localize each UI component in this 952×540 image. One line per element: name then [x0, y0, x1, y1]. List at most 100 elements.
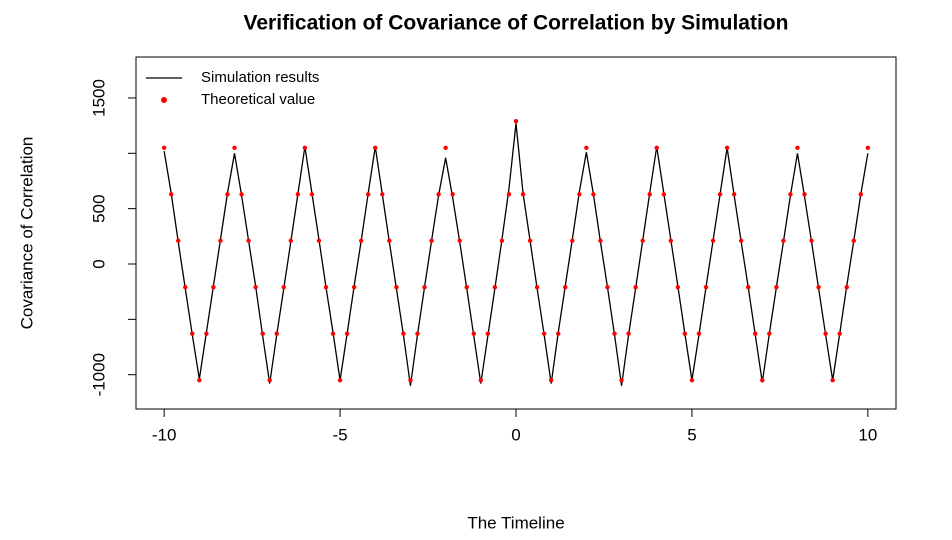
- theoretical-point: [781, 238, 786, 243]
- theoretical-point: [373, 145, 378, 150]
- theoretical-point: [689, 378, 695, 383]
- theoretical-point: [619, 378, 624, 383]
- theoretical-point: [661, 192, 666, 197]
- theoretical-point: [295, 192, 301, 197]
- legend-marker: [161, 97, 167, 103]
- theoretical-point: [443, 145, 448, 150]
- theoretical-point: [668, 238, 674, 243]
- theoretical-point: [323, 285, 329, 290]
- theoretical-point: [450, 192, 455, 197]
- theoretical-point: [387, 238, 392, 243]
- theoretical-point: [380, 192, 385, 197]
- theoretical-point: [605, 285, 610, 290]
- theoretical-point: [464, 285, 469, 290]
- simulation-line: [163, 123, 869, 386]
- theoretical-point: [422, 285, 427, 290]
- theoretical-point: [288, 238, 294, 243]
- theoretical-point: [675, 285, 681, 290]
- theoretical-point: [612, 331, 617, 336]
- theoretical-point: [767, 331, 772, 336]
- theoretical-point: [239, 192, 244, 197]
- theoretical-point: [710, 238, 716, 243]
- theoretical-point: [351, 285, 357, 290]
- theoretical-point: [534, 285, 540, 290]
- x-axis-label: The Timeline: [467, 513, 564, 532]
- theoretical-point: [541, 331, 547, 336]
- theoretical-point: [570, 238, 575, 243]
- theoretical-point: [591, 192, 596, 197]
- theoretical-point: [556, 331, 561, 336]
- theoretical-point: [485, 331, 491, 336]
- y-axis-label: Covariance of Correlation: [17, 137, 36, 330]
- theoretical-point: [506, 192, 512, 197]
- theoretical-point: [197, 378, 202, 383]
- theoretical-point: [429, 238, 434, 243]
- y-tick-label: 1500: [89, 79, 108, 117]
- theoretical-point: [260, 331, 265, 336]
- theoretical-point: [274, 331, 279, 336]
- theoretical-point: [774, 285, 779, 290]
- theoretical-point: [633, 285, 638, 290]
- y-tick-label: 500: [89, 194, 108, 222]
- theoretical-point: [548, 378, 554, 383]
- theoretical-point: [795, 145, 800, 150]
- theoretical-point: [788, 192, 793, 197]
- theoretical-point: [309, 192, 315, 197]
- theoretical-point: [816, 285, 821, 290]
- theoretical-point: [724, 145, 730, 150]
- theoretical-point: [527, 238, 533, 243]
- legend-label: Theoretical value: [201, 91, 315, 108]
- theoretical-point: [337, 378, 343, 383]
- theoretical-point: [717, 192, 723, 197]
- theoretical-point: [415, 331, 420, 336]
- theoretical-point: [471, 331, 476, 336]
- theoretical-point: [225, 192, 230, 197]
- theoretical-point: [746, 285, 751, 290]
- theoretical-point: [577, 192, 582, 197]
- theoretical-point: [844, 285, 849, 290]
- theoretical-point: [696, 331, 702, 336]
- theoretical-point: [513, 119, 519, 124]
- theoretical-point: [598, 238, 603, 243]
- theoretical-point: [246, 238, 251, 243]
- theoretical-point: [865, 145, 871, 150]
- theoretical-point: [394, 285, 399, 290]
- theoretical-point: [703, 285, 709, 290]
- chart-title: Verification of Covariance of Correlatio…: [244, 12, 789, 35]
- theoretical-point: [640, 238, 645, 243]
- theoretical-point: [161, 145, 167, 150]
- theoretical-point: [760, 378, 765, 383]
- x-tick-label: 10: [858, 425, 877, 444]
- theoretical-point: [436, 192, 441, 197]
- theoretical-point: [358, 238, 364, 243]
- x-tick-label: 5: [687, 425, 696, 444]
- theoretical-point: [366, 192, 371, 197]
- theoretical-point: [654, 145, 659, 150]
- x-tick-label: -5: [333, 425, 348, 444]
- x-tick-label: 0: [511, 425, 520, 444]
- y-tick-label: -1000: [89, 353, 108, 396]
- theoretical-point: [302, 145, 308, 150]
- theoretical-point: [267, 378, 272, 383]
- theoretical-point: [330, 331, 336, 336]
- theoretical-point: [344, 331, 350, 336]
- theoretical-point: [218, 238, 223, 243]
- theoretical-point: [584, 145, 589, 150]
- theoretical-point: [190, 331, 195, 336]
- plot-box: [135, 56, 897, 410]
- theoretical-point: [232, 145, 237, 150]
- theoretical-point: [830, 378, 835, 383]
- theoretical-point: [563, 285, 568, 290]
- theoretical-point: [626, 331, 631, 336]
- theoretical-point: [457, 238, 462, 243]
- theoretical-point: [316, 238, 322, 243]
- theoretical-point: [492, 285, 498, 290]
- theoretical-point: [823, 331, 828, 336]
- y-tick-label: 0: [89, 259, 108, 268]
- theoretical-point: [281, 285, 286, 290]
- theoretical-point: [168, 192, 174, 197]
- theoretical-point: [738, 238, 744, 243]
- theoretical-point: [837, 331, 842, 336]
- theoretical-point: [478, 378, 484, 383]
